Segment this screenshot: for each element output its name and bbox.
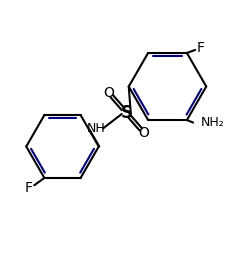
Text: F: F: [196, 41, 204, 55]
Text: NH: NH: [87, 123, 106, 135]
Text: NH₂: NH₂: [200, 116, 224, 129]
Text: S: S: [120, 104, 132, 122]
Text: O: O: [138, 126, 149, 140]
Text: F: F: [25, 181, 33, 195]
Text: O: O: [103, 86, 114, 100]
